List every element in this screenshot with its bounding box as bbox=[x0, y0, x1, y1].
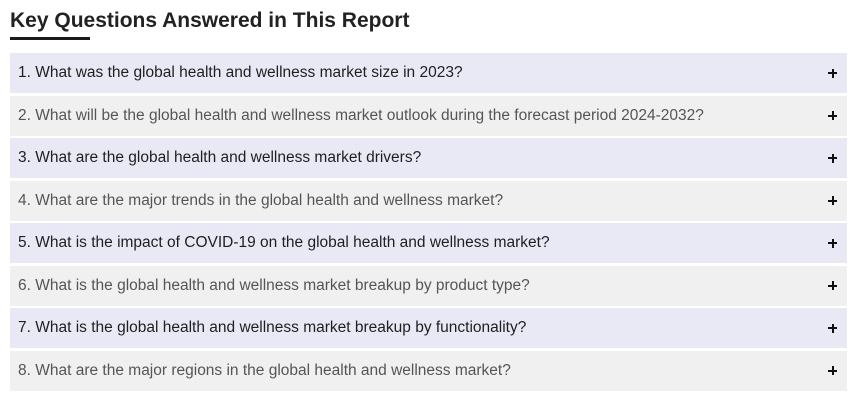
faq-question: 4. What are the major trends in the glob… bbox=[18, 191, 504, 209]
faq-list: 1. What was the global health and wellne… bbox=[10, 53, 847, 393]
faq-item-1[interactable]: 1. What was the global health and wellne… bbox=[10, 53, 847, 93]
title-underline bbox=[10, 37, 90, 40]
faq-question: 8. What are the major regions in the glo… bbox=[18, 361, 511, 379]
faq-question: 2. What will be the global health and we… bbox=[18, 106, 704, 124]
plus-icon[interactable] bbox=[828, 68, 837, 78]
plus-icon[interactable] bbox=[828, 238, 837, 248]
faq-item-6[interactable]: 6. What is the global health and wellnes… bbox=[10, 265, 847, 306]
faq-item-7[interactable]: 7. What is the global health and wellnes… bbox=[10, 308, 847, 348]
faq-question: 3. What are the global health and wellne… bbox=[18, 149, 422, 166]
faq-question: 7. What is the global health and wellnes… bbox=[18, 319, 527, 336]
faq-item-5[interactable]: 5. What is the impact of COVID-19 on the… bbox=[10, 223, 847, 263]
plus-icon[interactable] bbox=[828, 366, 837, 375]
faq-item-8[interactable]: 8. What are the major regions in the glo… bbox=[10, 350, 847, 391]
plus-icon[interactable] bbox=[828, 196, 837, 205]
plus-icon[interactable] bbox=[828, 323, 837, 333]
plus-icon[interactable] bbox=[828, 153, 837, 163]
faq-item-4[interactable]: 4. What are the major trends in the glob… bbox=[10, 180, 847, 221]
faq-item-3[interactable]: 3. What are the global health and wellne… bbox=[10, 138, 847, 178]
plus-icon[interactable] bbox=[828, 281, 837, 290]
plus-icon[interactable] bbox=[828, 111, 837, 120]
faq-question: 6. What is the global health and wellnes… bbox=[18, 276, 530, 294]
faq-question: 1. What was the global health and wellne… bbox=[18, 64, 463, 81]
section-title: Key Questions Answered in This Report bbox=[10, 9, 410, 32]
faq-item-2[interactable]: 2. What will be the global health and we… bbox=[10, 95, 847, 136]
faq-question: 5. What is the impact of COVID-19 on the… bbox=[18, 234, 550, 251]
